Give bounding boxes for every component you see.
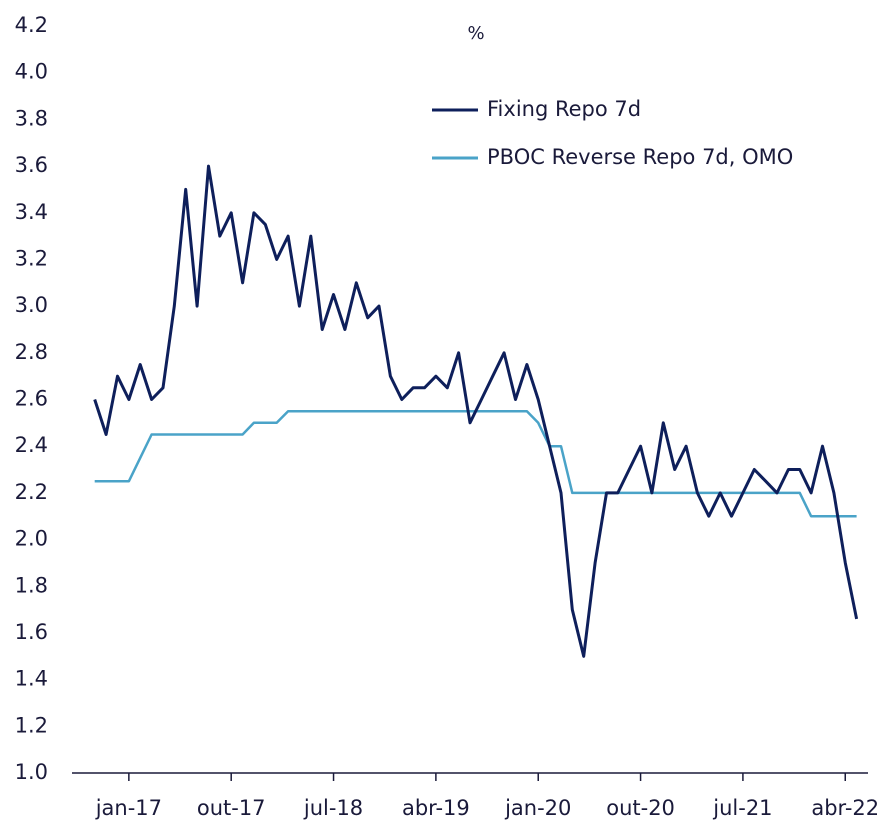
- x-tick-label: jan-17: [95, 796, 162, 820]
- y-tick-label: 1.6: [15, 620, 48, 644]
- y-tick-label: 3.6: [15, 153, 48, 177]
- y-tick-label: 3.0: [15, 293, 48, 317]
- y-tick-label: 2.0: [15, 527, 48, 551]
- x-tick-label: abr-22: [811, 796, 879, 820]
- x-tick-label: jan-20: [504, 796, 571, 820]
- y-tick-label: 2.6: [15, 387, 48, 411]
- y-tick-label: 1.2: [15, 713, 48, 737]
- y-tick-label: 1.8: [15, 573, 48, 597]
- chart-subtitle: %: [467, 23, 484, 44]
- y-tick-label: 3.8: [15, 106, 48, 130]
- x-tick-label: jul-21: [712, 796, 772, 820]
- x-tick-label: abr-19: [402, 796, 470, 820]
- x-tick-label: jul-18: [303, 796, 363, 820]
- y-tick-label: 3.2: [15, 246, 48, 270]
- y-tick-label: 4.2: [15, 13, 48, 37]
- y-tick-label: 4.0: [15, 60, 48, 84]
- series-line: [93, 164, 859, 658]
- y-tick-label: 1.0: [15, 760, 48, 784]
- y-tick-label: 2.4: [15, 433, 48, 457]
- x-tick-label: out-20: [606, 796, 675, 820]
- legend-label: PBOC Reverse Repo 7d, OMO: [487, 145, 793, 169]
- y-tick-label: 2.8: [15, 340, 48, 364]
- y-tick-label: 3.4: [15, 200, 48, 224]
- series-line: [94, 409, 857, 518]
- x-tick-label: out-17: [197, 796, 266, 820]
- legend-label: Fixing Repo 7d: [487, 97, 641, 121]
- y-tick-label: 1.4: [15, 667, 48, 691]
- y-tick-label: 2.2: [15, 480, 48, 504]
